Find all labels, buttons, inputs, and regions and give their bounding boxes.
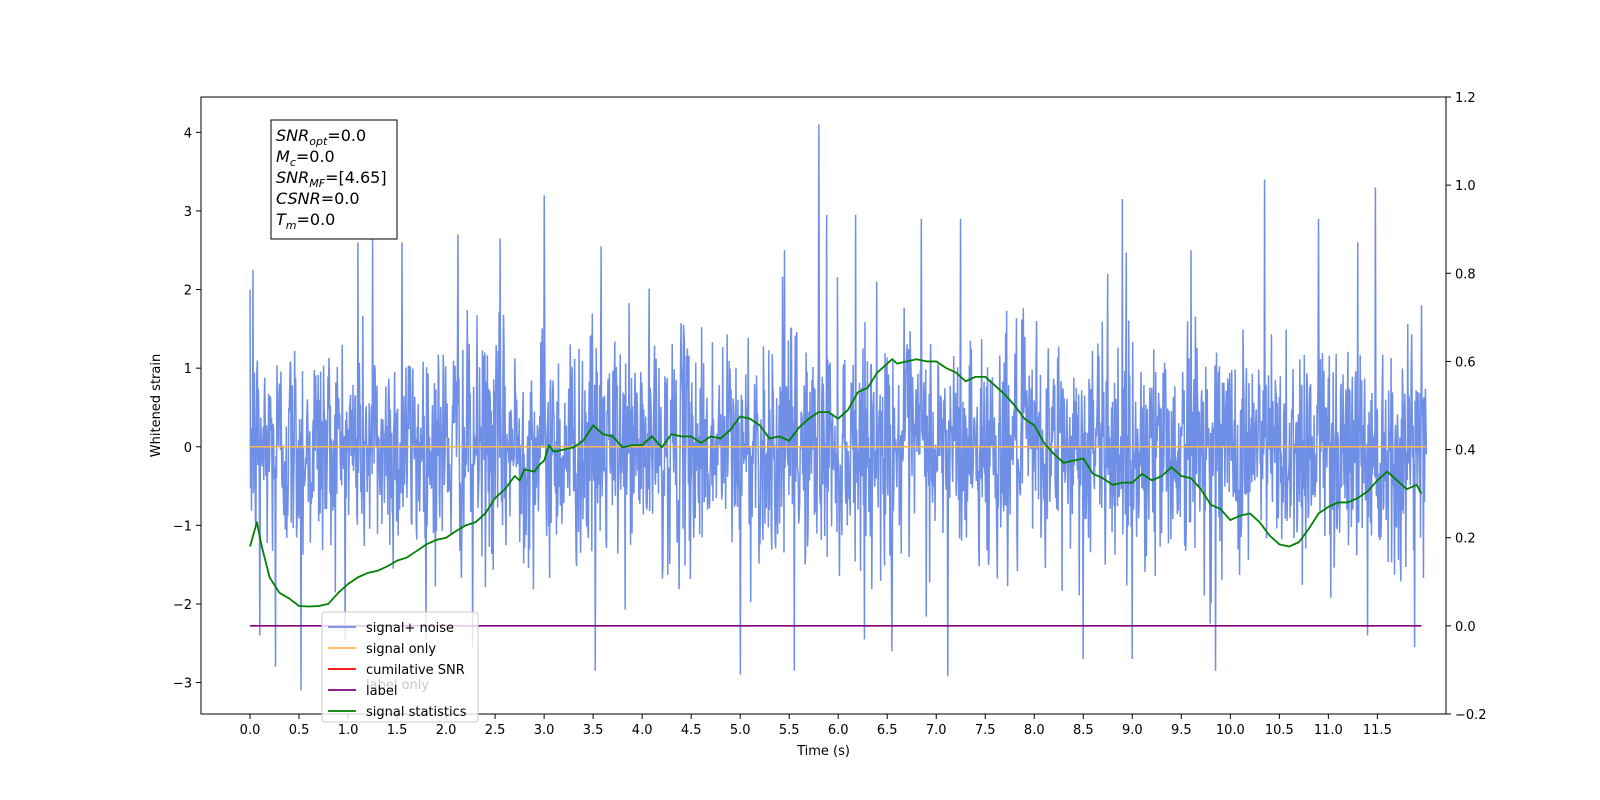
legend-hidden-entry: label only — [366, 678, 429, 693]
x-tick-label: 5.0 — [730, 723, 751, 738]
x-tick-label: 2.0 — [436, 723, 457, 738]
info-symbol: CSNR — [276, 189, 321, 208]
info-symbol: SNR — [276, 126, 309, 145]
legend-label: signal+ noise — [366, 621, 454, 636]
legend-label: signal only — [366, 642, 436, 657]
x-tick-label: 5.5 — [779, 723, 800, 738]
info-subscript: m — [286, 219, 297, 232]
x-tick-label: 1.0 — [338, 723, 359, 738]
info-subscript: opt — [309, 135, 328, 148]
info-box: SNRopt=0.0Mc=0.0SNRMF=[4.65]CSNR=0.0Tm=0… — [270, 119, 398, 240]
y-tick-label: 3 — [184, 205, 192, 220]
axes: 0.0 0.5 1.0 1.5 2.0 2.5 3.0 3.5 4.0 4.5 5.0 5.5 6.0 6… — [173, 91, 1487, 738]
legend-frame — [321, 611, 479, 723]
info-value: =0.0 — [296, 147, 335, 166]
info-line: SNRMF=[4.65] — [276, 168, 387, 190]
x-tick-label: 0.0 — [240, 723, 261, 738]
y2-tick-label: 0.4 — [1455, 444, 1476, 459]
legend: label only signal+ noise signal only cumila… — [321, 611, 479, 723]
x-tick-label: 3.0 — [534, 723, 555, 738]
x-tick-label: 9.5 — [1171, 723, 1192, 738]
x-tick-label: 0.5 — [289, 723, 310, 738]
info-subscript: MF — [309, 177, 325, 190]
x-tick-label: 8.5 — [1073, 723, 1094, 738]
series-line-signal-statistics — [249, 358, 1423, 608]
x-axis-title: Time (s) — [796, 744, 850, 759]
info-value: =0.0 — [327, 126, 366, 145]
y-tick-label: −1 — [173, 519, 192, 534]
y2-tick-label: 0.8 — [1455, 267, 1476, 282]
x-tick-label: 2.5 — [485, 723, 506, 738]
info-symbol: SNR — [276, 168, 309, 187]
legend-label: label — [366, 684, 397, 699]
info-line: SNRopt=0.0 — [276, 126, 366, 148]
series-line-signal-noise — [249, 124, 1428, 691]
info-line: Mc=0.0 — [276, 147, 335, 169]
y2-tick-label: 0.2 — [1455, 532, 1476, 547]
y-tick-label: −2 — [173, 598, 192, 613]
y2-tick-label: 1.0 — [1455, 179, 1476, 194]
info-symbol: T — [276, 210, 287, 229]
legend-label: cumilative SNR — [366, 663, 465, 678]
x-tick-label: 11.0 — [1314, 723, 1343, 738]
info-line: CSNR=0.0 — [276, 189, 360, 208]
x-tick-label: 10.0 — [1216, 723, 1245, 738]
x-tick-label: 7.0 — [926, 723, 947, 738]
y2-tick-label: 0.6 — [1455, 355, 1476, 370]
legend-label: signal statistics — [366, 705, 467, 720]
info-box-frame — [270, 119, 398, 240]
info-subscript: c — [290, 156, 296, 169]
x-tick-label: 6.5 — [877, 723, 898, 738]
y-tick-label: 4 — [184, 126, 192, 141]
y2-tick-label: −0.2 — [1455, 708, 1487, 723]
y2-tick-label: 1.2 — [1455, 91, 1476, 106]
x-tick-label: 9.0 — [1122, 723, 1143, 738]
y-tick-label: 2 — [184, 284, 192, 299]
y-tick-label: −3 — [173, 677, 192, 692]
x-tick-label: 6.0 — [828, 723, 849, 738]
info-value: =[4.65] — [325, 168, 387, 187]
x-tick-label: 8.0 — [1024, 723, 1045, 738]
x-tick-label: 3.5 — [583, 723, 604, 738]
x-tick-label: 11.5 — [1363, 723, 1392, 738]
info-value: =0.0 — [297, 210, 336, 229]
y-tick-label: 1 — [184, 362, 192, 377]
x-tick-label: 4.5 — [681, 723, 702, 738]
info-symbol: M — [276, 147, 290, 166]
y-axis-title: Whitened strain — [149, 354, 164, 457]
info-line: Tm=0.0 — [276, 210, 335, 232]
axes-frame — [200, 96, 1447, 715]
y2-tick-label: 0.0 — [1455, 620, 1476, 635]
x-tick-label: 7.5 — [975, 723, 996, 738]
x-tick-label: 10.5 — [1265, 723, 1294, 738]
x-tick-label: 1.5 — [387, 723, 408, 738]
x-tick-label: 4.0 — [632, 723, 653, 738]
y-tick-label: 0 — [184, 441, 192, 456]
info-value: =0.0 — [321, 189, 360, 208]
